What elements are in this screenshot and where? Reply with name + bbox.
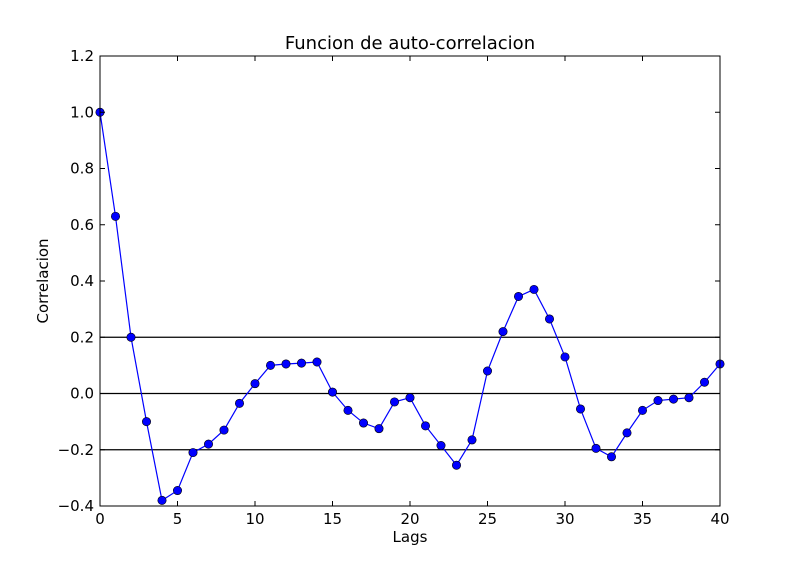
data-point [606,452,616,462]
data-point [684,393,694,403]
y-tick-label: 0.4 [70,272,94,290]
series-layer [95,107,725,505]
data-point [111,211,121,221]
data-point [219,425,229,435]
y-tick-label: 0.0 [70,385,94,403]
x-tick-label: 40 [710,510,729,528]
data-point [250,379,260,389]
x-tick-label: 35 [633,510,652,528]
data-point [622,428,632,438]
x-tick-label: 25 [478,510,497,528]
data-point [529,284,539,294]
x-tick-label: 20 [400,510,419,528]
data-point [142,417,152,427]
data-point [188,448,198,458]
data-point [451,460,461,470]
data-point [235,398,245,408]
y-tick-label: 0.2 [70,328,94,346]
x-tick-label: 5 [173,510,183,528]
x-axis: 0 5 10 15 20 25 30 35 40 [95,56,730,528]
data-point [389,397,399,407]
data-point [157,495,167,505]
data-point [482,366,492,376]
data-point [327,387,337,397]
data-point [204,439,214,449]
data-point [653,396,663,406]
data-point [699,377,709,387]
x-tick-label: 10 [245,510,264,528]
data-point [374,424,384,434]
data-point [560,352,570,362]
data-point [436,441,446,451]
data-point [575,404,585,414]
data-point [544,314,554,324]
data-point [637,405,647,415]
data-point [467,435,477,445]
data-point [498,327,508,337]
y-tick-label: 1.2 [70,47,94,65]
data-point [265,360,275,370]
y-tick-label: 1.0 [70,103,94,121]
y-tick-label: 0.8 [70,160,94,178]
chart-title: Funcion de auto-correlacion [285,33,535,54]
data-point [296,358,306,368]
y-tick-label: −0.4 [58,497,94,515]
data-point [668,394,678,404]
data-point [281,359,291,369]
data-point [358,418,368,428]
data-point [126,332,136,342]
x-tick-label: 0 [95,510,105,528]
data-point [343,405,353,415]
x-axis-label: Lags [393,528,428,546]
y-tick-label: −0.2 [58,441,94,459]
data-point [312,357,322,367]
x-tick-label: 15 [323,510,342,528]
data-point [420,421,430,431]
data-point [591,443,601,453]
data-point [513,291,523,301]
data-point [405,393,415,403]
x-tick-label: 30 [555,510,574,528]
y-axis-label: Correlacion [34,238,52,323]
y-axis: −0.4 −0.2 0.0 0.2 0.4 0.6 0.8 1.0 1.2 [58,47,720,515]
y-tick-label: 0.6 [70,216,94,234]
data-point [173,486,183,496]
